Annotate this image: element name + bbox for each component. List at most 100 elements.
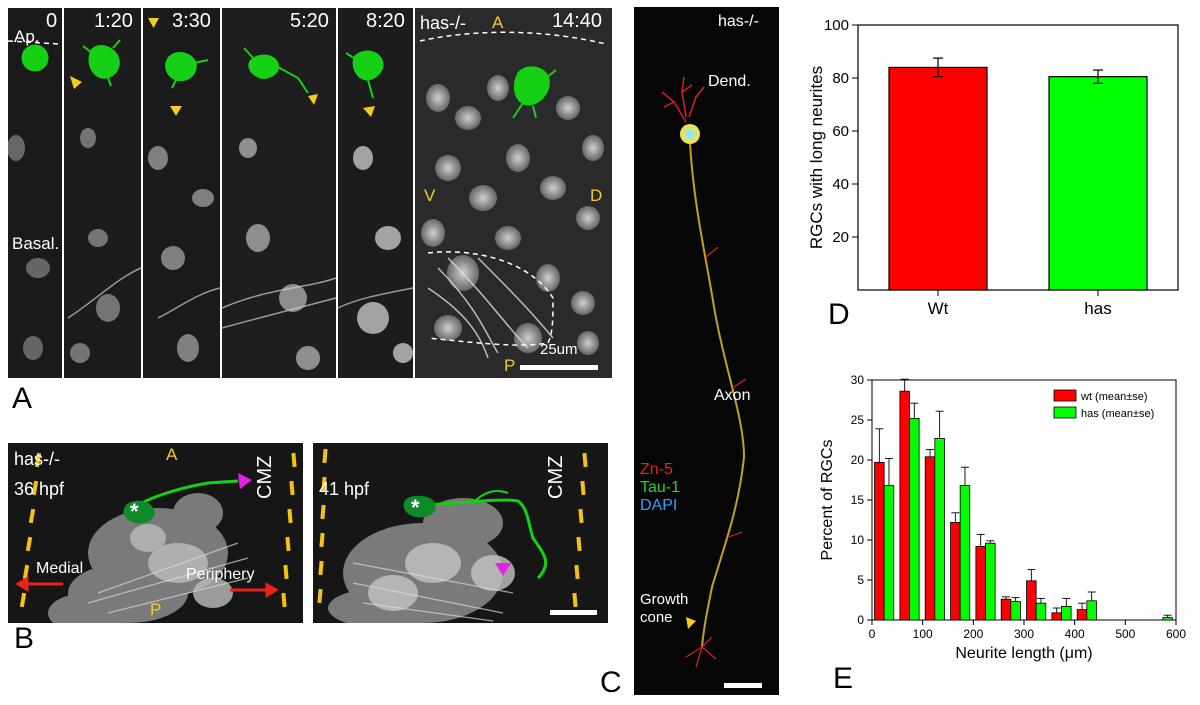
label-medial: Medial [36, 560, 84, 577]
bar-e-1-7 [1061, 605, 1072, 621]
y-tick-label-e-6: 30 [851, 373, 865, 387]
y-tick-label-e-3: 15 [851, 493, 865, 507]
panel-c: has-/- Dend. Axon Growth cone Zn-5 Tau-1… [634, 7, 779, 695]
x-tick-label-e-3: 300 [1014, 627, 1034, 641]
scale-bar-label: 25um [540, 341, 578, 358]
green-rgc-cells [21, 39, 557, 119]
bar-e-0-2 [924, 456, 936, 621]
bar-e-0-5 [1000, 598, 1012, 621]
panel-e: 0 5 10 15 20 25 30 0 100 200 300 400 500 600 wt (mean±… [800, 365, 1195, 665]
x-tick-label-e-4: 400 [1065, 627, 1085, 641]
y-tick-label-e-0: 0 [857, 613, 864, 627]
x-tick-label-d-1: has [1084, 299, 1111, 318]
genotype-label-b: has-/- [14, 449, 61, 469]
chart-d-svg: 20 40 60 80 100 Wt has RGCs with long neurites [807, 17, 1179, 318]
x-tick-label-e-2: 200 [963, 627, 983, 641]
legend-tau1: Tau-1 [640, 479, 681, 496]
panel-b-right-image [317, 448, 597, 628]
legend-label-e-1: has (mean±se) [1081, 408, 1154, 420]
bar-e-1-0 [883, 485, 895, 621]
bar-e-1-1 [909, 418, 920, 621]
y-tick-label-e-4: 20 [851, 453, 865, 467]
time-label-36hpf: 36 hpf [14, 479, 65, 499]
y-tick-label-d-4: 100 [824, 17, 849, 34]
frame-time-3: 5:20 [290, 10, 329, 32]
bar-d-1 [1048, 76, 1148, 291]
x-tick-label-e-0: 0 [869, 627, 876, 641]
bar-e-1-3 [959, 485, 971, 621]
bar-e-0-6 [1026, 580, 1037, 621]
bar-e-1-8 [1086, 600, 1097, 621]
yellow-arrowheads [70, 18, 375, 117]
bar-e-0-7 [1051, 612, 1062, 621]
basal-label: Basal. [12, 234, 60, 253]
legend-zn5: Zn-5 [640, 461, 673, 478]
panel-b-left-image [15, 452, 297, 633]
y-tick-label-e-5: 25 [851, 413, 865, 427]
frame-time-4: 8:20 [366, 10, 405, 32]
label-growth-cone: Growth cone [640, 591, 689, 626]
axis-posterior: P [504, 356, 516, 375]
y-tick-label-d-2: 60 [832, 123, 849, 140]
label-periphery: Periphery [186, 566, 255, 583]
axis-ventral: V [424, 186, 436, 205]
frame-time-1: 1:20 [94, 10, 133, 32]
panel-a-image [7, 8, 612, 378]
y-axis-label-e: Percent of RGCs [819, 440, 836, 561]
x-tick-label-e-5: 500 [1115, 627, 1135, 641]
bar-e-1-5 [1010, 601, 1021, 621]
y-tick-label-e-1: 5 [857, 573, 864, 587]
panel-c-image [661, 76, 762, 688]
legend-label-e-0: wt (mean±se) [1080, 391, 1148, 403]
label-cmz-right: CMZ [545, 455, 567, 499]
axis-dorsal: D [590, 186, 603, 205]
cell-asterisk-41: * [411, 495, 420, 520]
label-dendrite: Dend. [708, 73, 751, 90]
axis-anterior: A [492, 13, 504, 32]
legend-swatch-e-1 [1053, 406, 1077, 419]
y-axis-label-d: RGCs with long neurites [807, 66, 826, 249]
label-axon: Axon [714, 387, 751, 404]
legend-dapi: DAPI [640, 497, 678, 514]
x-tick-label-e-6: 600 [1166, 627, 1186, 641]
frame-time-2: 3:30 [172, 10, 211, 32]
x-tick-label-e-1: 100 [913, 627, 933, 641]
panel-letter-a: A [12, 382, 33, 415]
bar-e-0-0 [874, 462, 885, 621]
panel-letter-c: C [600, 666, 622, 699]
panel-b-left: has-/- 36 hpf A P Medial Periphery * CMZ [8, 443, 303, 633]
genotype-label-a: has-/- [420, 13, 467, 33]
y-tick-label-e-2: 10 [851, 533, 865, 547]
apical-label: Ap. [14, 27, 40, 46]
bar-e-0-4 [975, 545, 986, 621]
panel-letter-b: B [14, 622, 35, 655]
bar-e-1-11 [1162, 617, 1173, 621]
y-tick-label-d-1: 40 [832, 176, 849, 193]
time-label-41hpf: 41 hpf [319, 479, 370, 499]
panel-letter-d: D [828, 298, 850, 331]
x-axis-label-e: Neurite length (μm) [955, 645, 1092, 662]
y-tick-label-d-0: 20 [832, 229, 849, 246]
x-tick-label-d-0: Wt [928, 299, 949, 318]
panel-b-right: 41 hpf * CMZ [313, 443, 608, 628]
panel-a: Ap. 0 Basal. 1:20 3:30 5:20 8:20 has-/- … [7, 8, 612, 378]
label-cmz-left: CMZ [254, 455, 276, 499]
y-tick-label-d-3: 80 [832, 70, 849, 87]
frame-time-0: 0 [46, 10, 58, 32]
label-anterior-b: A [166, 445, 178, 464]
legend-swatch-e-0 [1053, 389, 1077, 402]
label-posterior-b: P [150, 600, 162, 619]
panel-letter-e: E [833, 662, 854, 695]
genotype-label-c: has-/- [718, 13, 759, 30]
bar-e-0-3 [950, 521, 961, 621]
bar-e-1-4 [985, 542, 996, 621]
bar-e-0-8 [1076, 609, 1088, 621]
cell-asterisk-36: * [130, 499, 139, 524]
plot-frame-d [857, 24, 1179, 291]
bar-e-1-6 [1035, 602, 1047, 621]
bar-d-0 [888, 66, 988, 291]
bar-e-0-1 [899, 390, 910, 621]
bar-e-1-2 [934, 438, 945, 621]
frame-time-5: 14:40 [552, 10, 603, 32]
